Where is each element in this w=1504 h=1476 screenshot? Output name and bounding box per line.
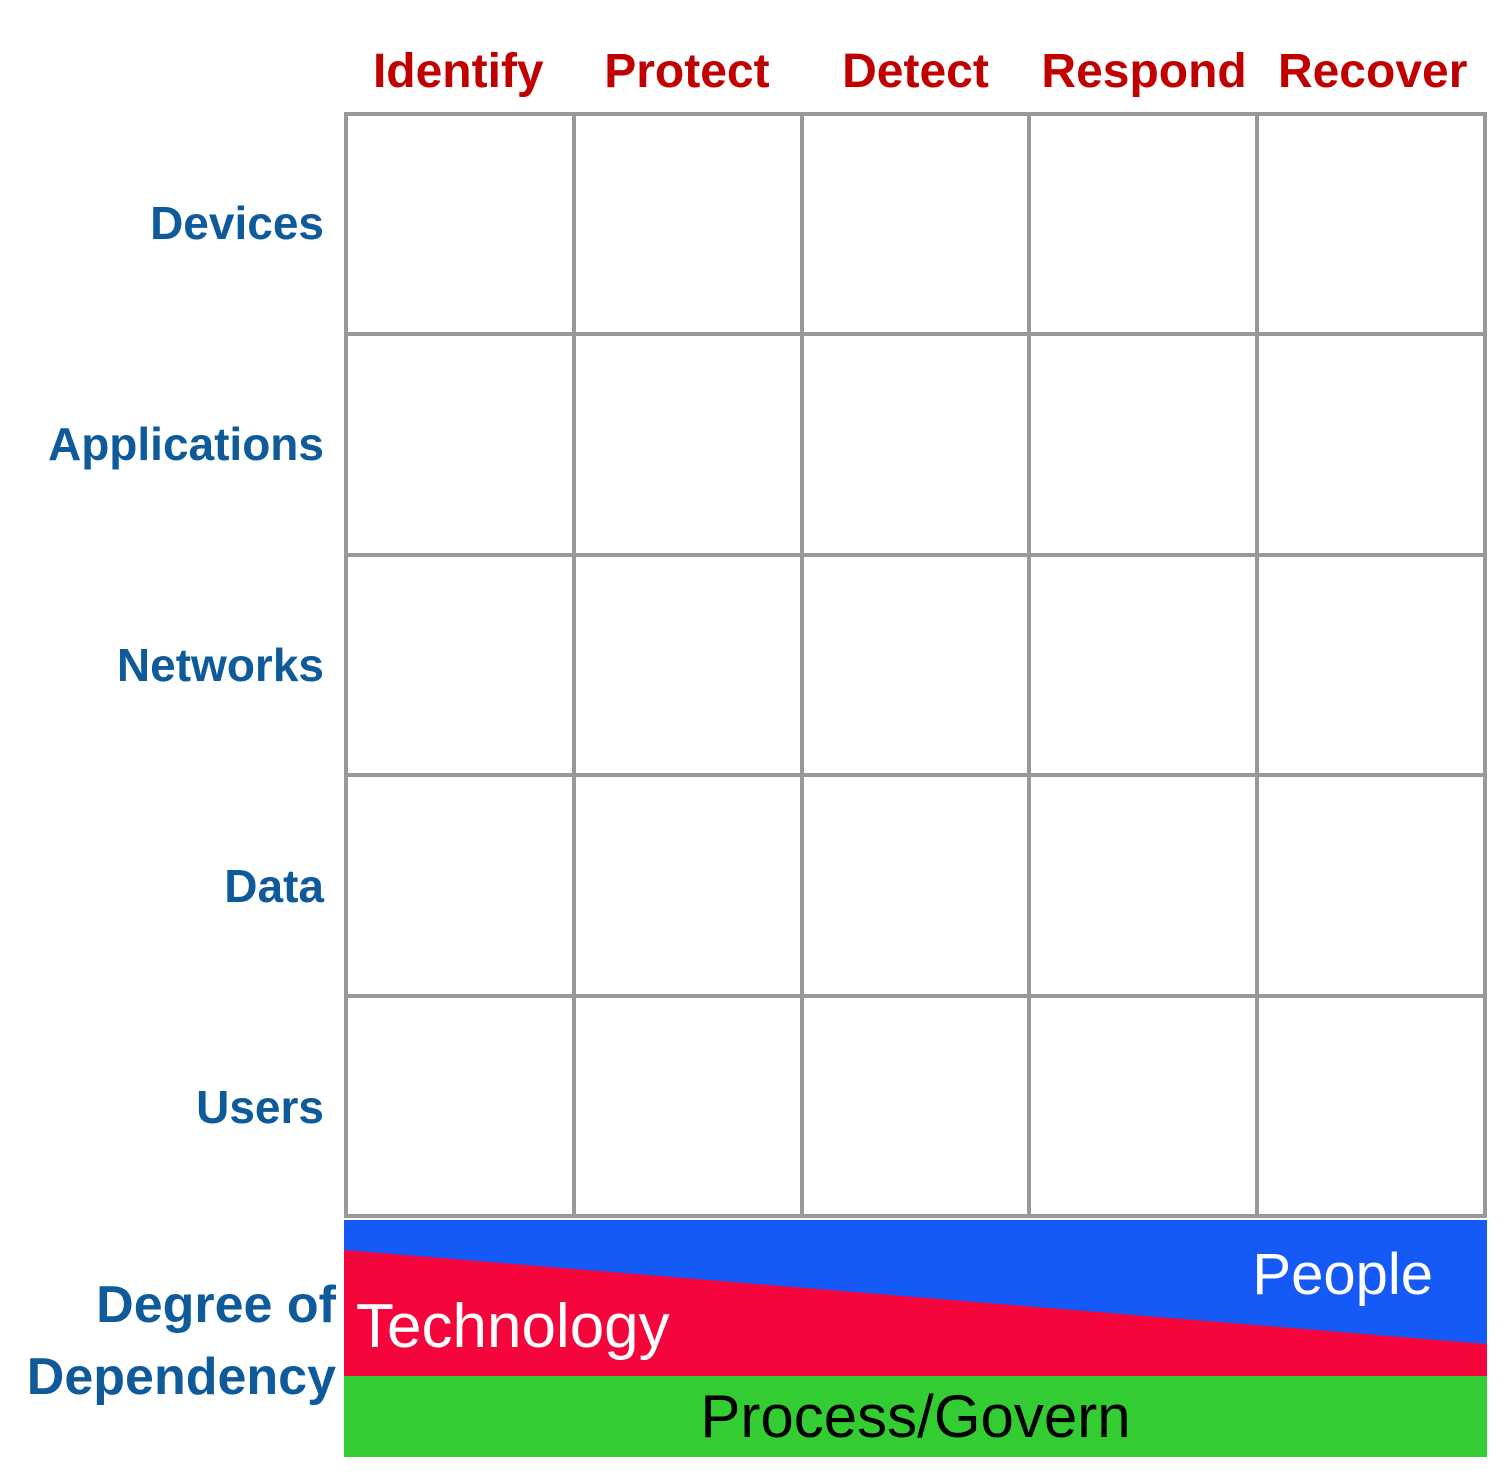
grid-cell-data-detect [803, 777, 1028, 994]
grid-cell-networks-identify [348, 556, 572, 774]
grid-cell-data-respond [1031, 777, 1256, 994]
grid-cell-devices-detect [803, 116, 1028, 333]
row-label-devices: Devices [150, 196, 324, 249]
dependency-band: People Technology Process/Govern [344, 1220, 1487, 1457]
process-govern-band-label: Process/Govern [700, 1382, 1131, 1450]
grid-cell-networks-protect [575, 556, 800, 774]
column-headers: Identify Protect Detect Respond Recover [344, 36, 1487, 106]
degree-of-dependency-line2: Dependency [26, 1348, 336, 1406]
row-label-users: Users [196, 1081, 324, 1134]
column-header-protect: Protect [604, 45, 770, 98]
column-header-respond: Respond [1041, 45, 1247, 98]
grid-cell-applications-protect [575, 336, 800, 553]
grid-cell-devices-recover [1259, 116, 1483, 333]
matrix-grid [344, 112, 1487, 1218]
grid-cell-users-recover [1259, 997, 1483, 1214]
process-govern-band: Process/Govern [344, 1376, 1487, 1457]
grid-cell-users-protect [575, 997, 800, 1214]
grid-cell-applications-respond [1031, 336, 1256, 553]
row-label-applications: Applications [47, 417, 324, 470]
grid-cell-data-recover [1259, 777, 1483, 994]
technology-band-label: Technology [356, 1292, 670, 1361]
row-label-data: Data [224, 860, 324, 913]
grid-cell-devices-protect [575, 116, 800, 333]
grid-cell-users-identify [348, 997, 572, 1214]
people-band-label: People [1252, 1242, 1433, 1307]
degree-of-dependency-line1: Degree of [96, 1276, 336, 1334]
technology-band-wedge [344, 1250, 1487, 1376]
row-label-networks: Networks [116, 639, 324, 691]
grid-cell-users-respond [1031, 997, 1256, 1214]
grid-cell-devices-respond [1031, 116, 1256, 333]
row-labels: Devices Applications Networks Data Users [0, 112, 330, 1218]
grid-cell-networks-detect [803, 556, 1028, 774]
degree-of-dependency-label: Degree of Dependency [0, 1269, 336, 1413]
grid-cell-applications-recover [1259, 336, 1483, 553]
column-header-recover: Recover [1277, 45, 1468, 98]
grid-cell-data-protect [575, 777, 800, 994]
grid-cell-users-detect [803, 997, 1028, 1214]
grid-cell-data-identify [348, 777, 572, 994]
column-header-identify: Identify [372, 45, 544, 98]
column-header-detect: Detect [842, 45, 989, 98]
grid-cell-applications-detect [803, 336, 1028, 553]
grid-cell-networks-respond [1031, 556, 1256, 774]
grid-cell-networks-recover [1259, 556, 1483, 774]
grid-cell-devices-identify [348, 116, 572, 333]
grid-cell-applications-identify [348, 336, 572, 553]
